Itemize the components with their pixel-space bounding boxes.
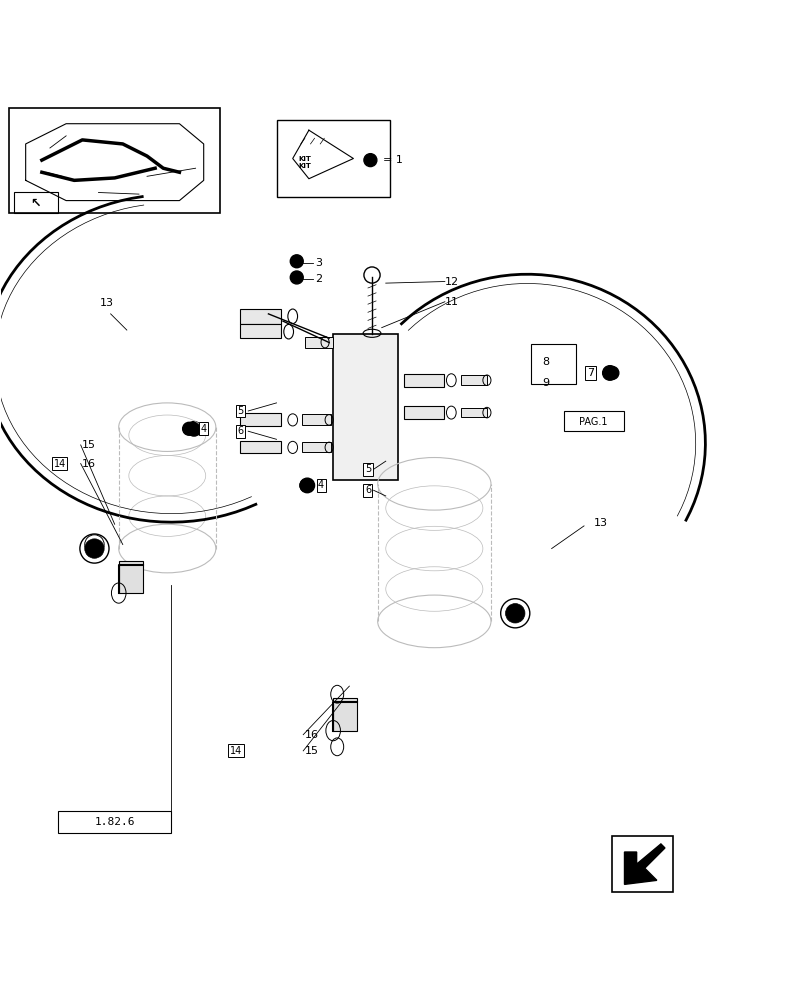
Bar <box>302 442 330 452</box>
Bar <box>304 337 333 348</box>
Circle shape <box>290 271 303 284</box>
Text: 6: 6 <box>237 426 242 436</box>
Circle shape <box>299 478 314 493</box>
Circle shape <box>84 539 104 558</box>
Text: 15: 15 <box>82 440 97 450</box>
Text: PAG.1: PAG.1 <box>579 417 607 427</box>
Text: 4: 4 <box>318 480 324 490</box>
Bar <box>240 324 281 338</box>
Bar <box>530 344 575 384</box>
Bar <box>58 811 171 833</box>
Bar <box>403 406 444 419</box>
Text: 11: 11 <box>444 297 458 307</box>
Text: = 1: = 1 <box>383 155 403 165</box>
Bar <box>240 441 281 453</box>
Text: 9: 9 <box>541 378 548 388</box>
Text: ↖: ↖ <box>30 197 41 210</box>
Text: 5: 5 <box>364 464 371 474</box>
Text: KIT
KIT: KIT KIT <box>298 156 311 169</box>
Text: 4: 4 <box>200 424 207 434</box>
Polygon shape <box>624 844 664 884</box>
Text: 8: 8 <box>541 357 548 367</box>
Text: 13: 13 <box>593 518 607 528</box>
Text: 16: 16 <box>304 730 319 740</box>
Bar <box>14 192 58 213</box>
Text: 6: 6 <box>364 485 371 495</box>
Bar <box>333 698 357 731</box>
Circle shape <box>363 154 376 167</box>
Text: 1.82.6: 1.82.6 <box>94 817 135 827</box>
Text: 16: 16 <box>82 459 97 469</box>
Circle shape <box>182 422 195 435</box>
Circle shape <box>290 255 303 268</box>
Text: 5: 5 <box>237 406 243 416</box>
Circle shape <box>187 422 201 436</box>
Bar <box>563 411 624 431</box>
Polygon shape <box>292 130 353 179</box>
Text: 14: 14 <box>54 459 66 469</box>
Text: 2: 2 <box>315 274 322 284</box>
Bar <box>461 408 487 417</box>
Circle shape <box>605 366 618 379</box>
Text: 14: 14 <box>230 746 242 756</box>
Bar <box>403 374 444 387</box>
Bar <box>240 309 281 324</box>
Text: 15: 15 <box>304 746 319 756</box>
Bar <box>461 375 487 385</box>
Bar <box>118 561 143 593</box>
Bar <box>10 108 220 213</box>
Text: 3: 3 <box>315 258 322 268</box>
Circle shape <box>299 479 312 492</box>
Circle shape <box>505 604 524 623</box>
Text: 13: 13 <box>100 298 114 308</box>
Bar <box>302 414 330 425</box>
Text: 7: 7 <box>586 368 594 378</box>
Text: 12: 12 <box>444 277 458 287</box>
Circle shape <box>602 366 616 380</box>
Bar <box>333 334 397 480</box>
Bar <box>277 120 389 197</box>
Bar <box>611 836 672 892</box>
Bar <box>240 413 281 426</box>
